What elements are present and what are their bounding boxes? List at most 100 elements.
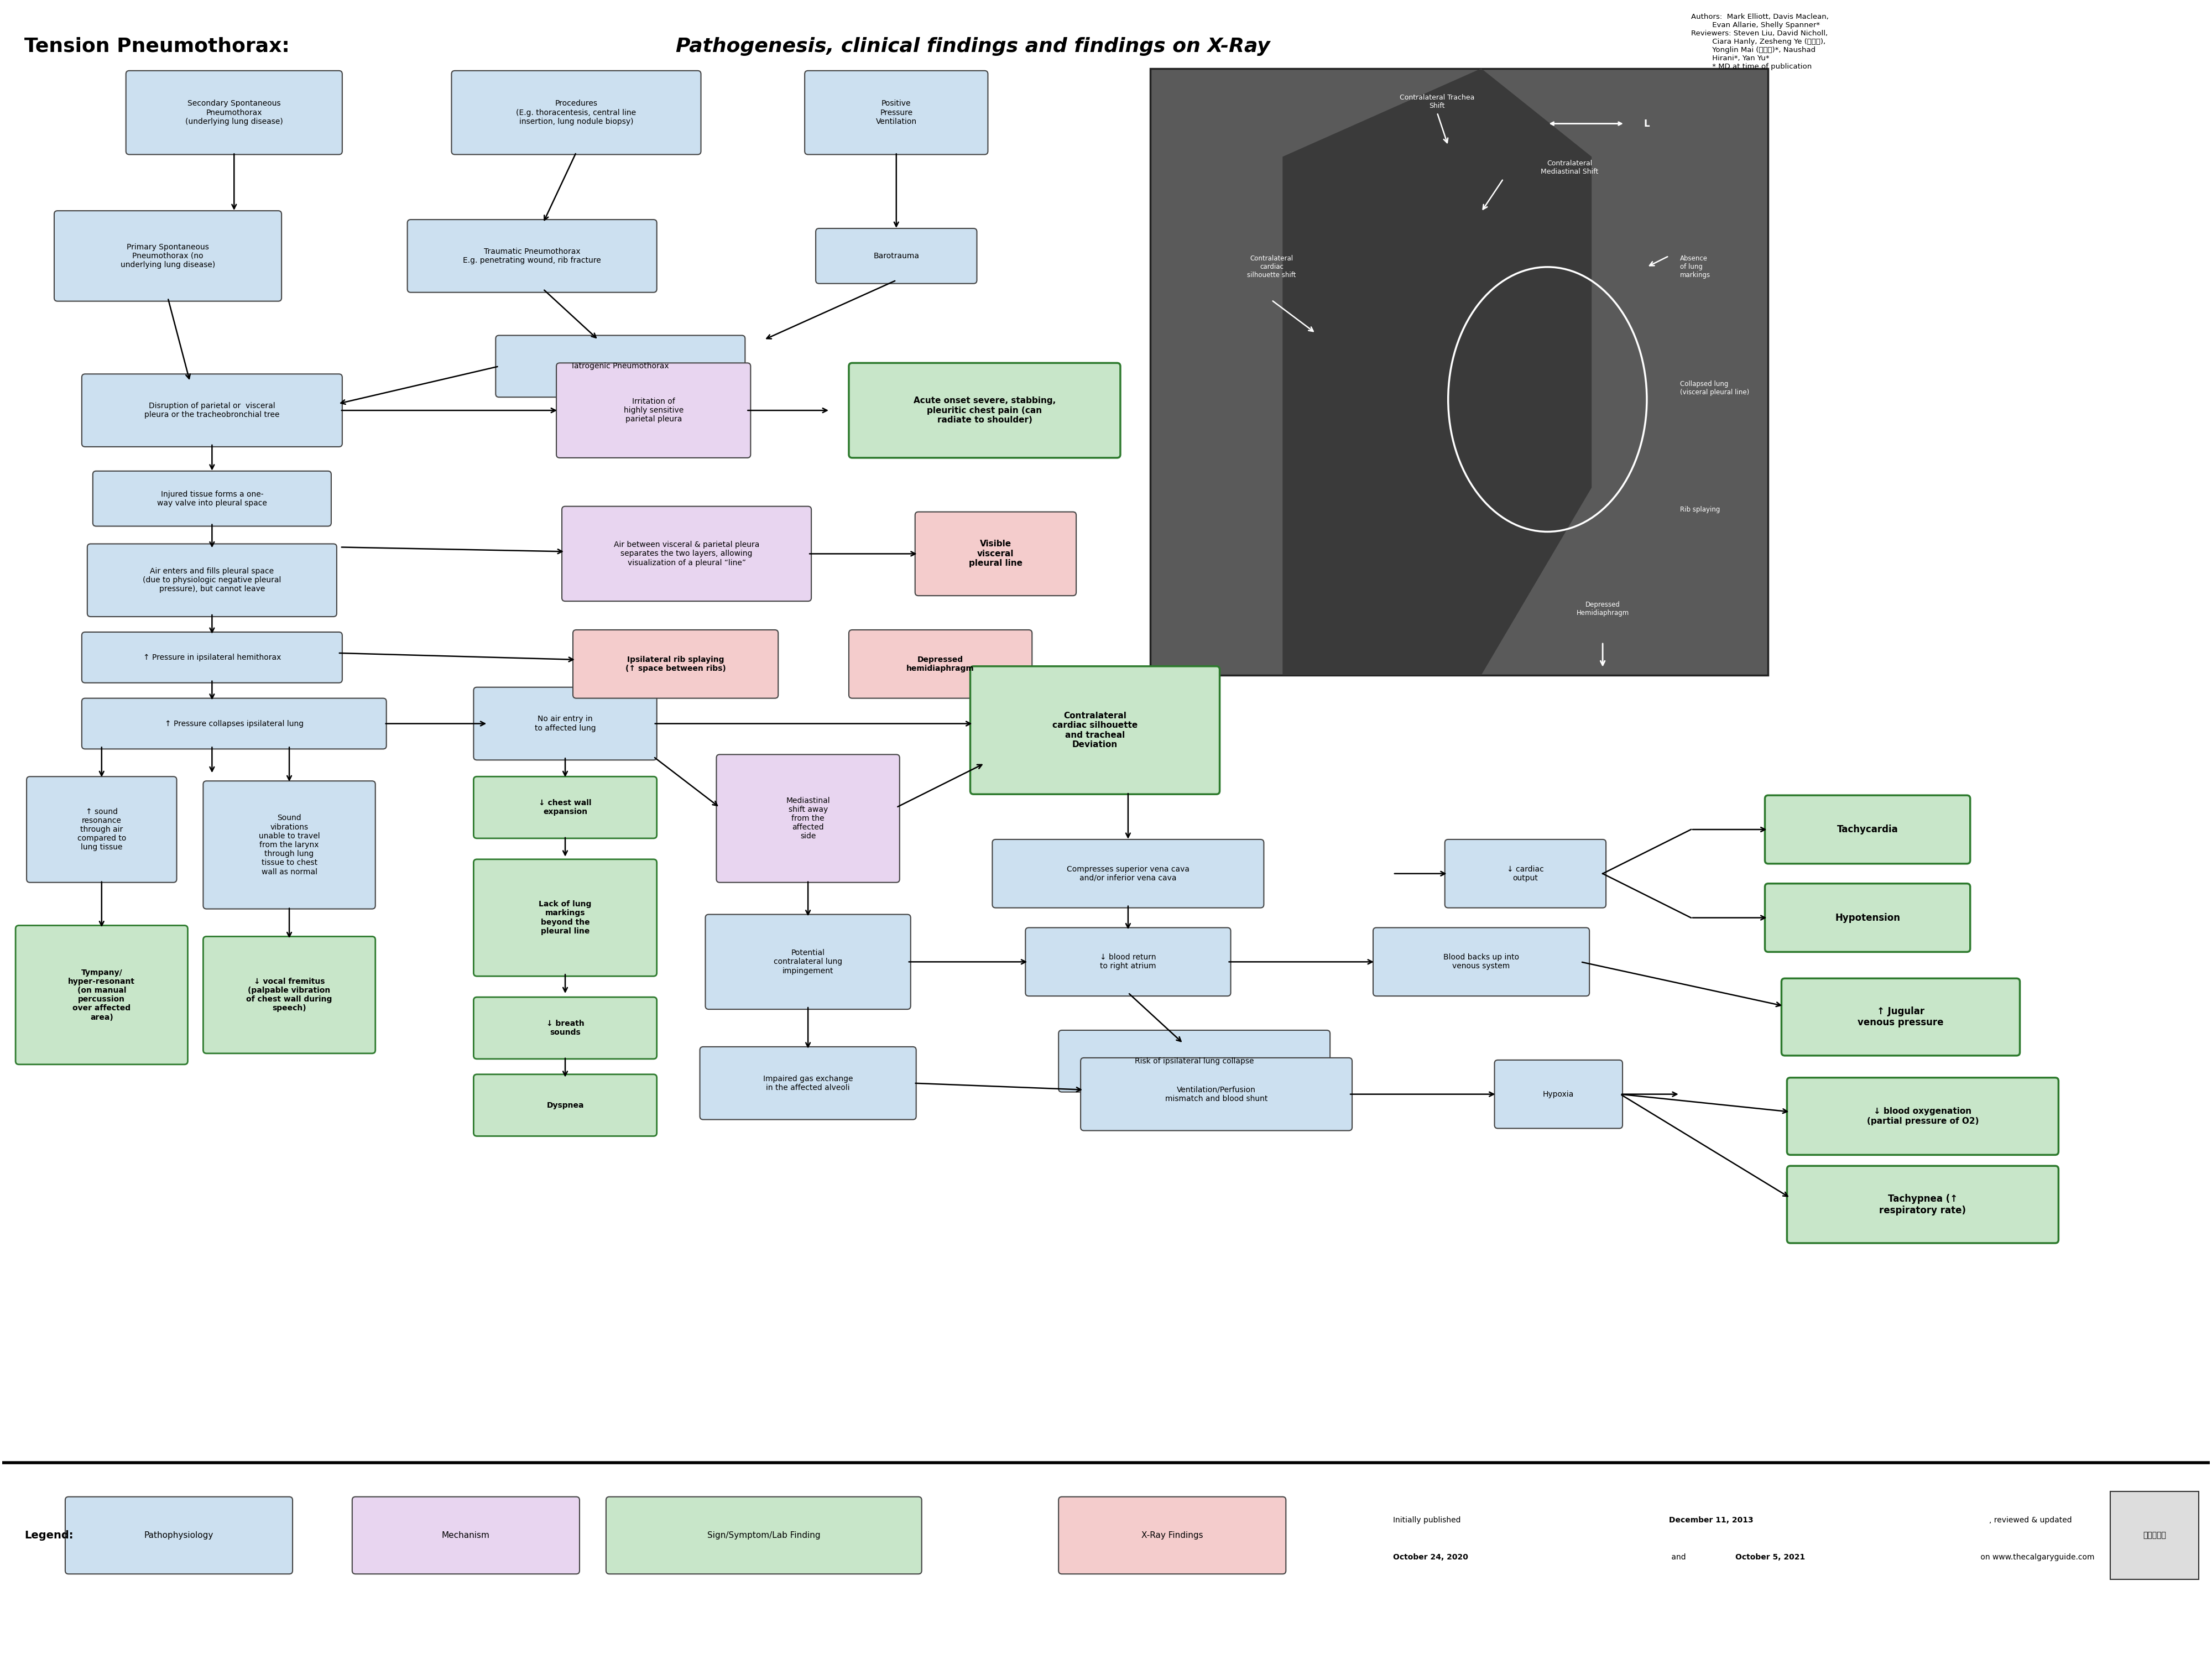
Text: Procedures
(E.g. thoracentesis, central line
insertion, lung nodule biopsy): Procedures (E.g. thoracentesis, central … <box>515 100 637 126</box>
Text: Contralateral
cardiac
silhouette shift: Contralateral cardiac silhouette shift <box>1248 255 1296 279</box>
Text: Absence
of lung
markings: Absence of lung markings <box>1679 255 1710 279</box>
Text: Sound
vibrations
unable to travel
from the larynx
through lung
tissue to chest
w: Sound vibrations unable to travel from t… <box>259 815 321 876</box>
Text: Ventilation/Perfusion
mismatch and blood shunt: Ventilation/Perfusion mismatch and blood… <box>1166 1087 1267 1103</box>
FancyBboxPatch shape <box>717 755 900 883</box>
FancyBboxPatch shape <box>1495 1060 1624 1128</box>
FancyBboxPatch shape <box>473 997 657 1058</box>
Text: Traumatic Pneumothorax
E.g. penetrating wound, rib fracture: Traumatic Pneumothorax E.g. penetrating … <box>462 247 602 264</box>
Text: Depressed
Hemidiaphragm: Depressed Hemidiaphragm <box>1577 601 1628 617</box>
Text: ↑ Pressure collapses ipsilateral lung: ↑ Pressure collapses ipsilateral lung <box>164 720 303 728</box>
Text: ↓ chest wall
expansion: ↓ chest wall expansion <box>540 800 591 816</box>
Text: Legend:: Legend: <box>24 1530 73 1541</box>
Text: ↓ blood return
to right atrium: ↓ blood return to right atrium <box>1099 954 1157 971</box>
FancyBboxPatch shape <box>1787 1078 2059 1155</box>
FancyBboxPatch shape <box>495 335 745 397</box>
Text: , reviewed & updated: , reviewed & updated <box>1989 1516 2075 1525</box>
FancyBboxPatch shape <box>573 630 779 698</box>
FancyBboxPatch shape <box>1150 68 1767 675</box>
Text: Visible
visceral
pleural line: Visible visceral pleural line <box>969 539 1022 567</box>
FancyBboxPatch shape <box>473 687 657 760</box>
Text: Tension Pneumothorax:: Tension Pneumothorax: <box>24 36 296 56</box>
Text: ⒸⓄⓃⓈⒶ: ⒸⓄⓃⓈⒶ <box>2143 1531 2166 1540</box>
Text: Authors:  Mark Elliott, Davis Maclean,
         Evan Allarie, Shelly Spanner*
Re: Authors: Mark Elliott, Davis Maclean, Ev… <box>1690 13 1829 70</box>
Text: Disruption of parietal or  visceral
pleura or the tracheobronchial tree: Disruption of parietal or visceral pleur… <box>144 401 279 418</box>
Text: Sign/Symptom/Lab Finding: Sign/Symptom/Lab Finding <box>708 1531 821 1540</box>
FancyBboxPatch shape <box>15 926 188 1065</box>
Text: ↑ Pressure in ipsilateral hemithorax: ↑ Pressure in ipsilateral hemithorax <box>144 654 281 662</box>
FancyBboxPatch shape <box>82 373 343 446</box>
FancyBboxPatch shape <box>1374 927 1590 995</box>
FancyBboxPatch shape <box>1444 839 1606 907</box>
Text: Depressed
hemidiaphragm: Depressed hemidiaphragm <box>907 655 973 672</box>
FancyBboxPatch shape <box>1026 927 1230 995</box>
Text: Impaired gas exchange
in the affected alveoli: Impaired gas exchange in the affected al… <box>763 1075 854 1092</box>
Text: Hypoxia: Hypoxia <box>1544 1090 1575 1098</box>
Text: Blood backs up into
venous system: Blood backs up into venous system <box>1444 954 1520 971</box>
FancyBboxPatch shape <box>816 229 978 284</box>
Text: Tympany/
hyper-resonant
(on manual
percussion
over affected
area): Tympany/ hyper-resonant (on manual percu… <box>69 969 135 1022</box>
Text: and: and <box>1668 1553 1688 1561</box>
FancyBboxPatch shape <box>27 776 177 883</box>
FancyBboxPatch shape <box>606 1496 922 1574</box>
Text: ↓ cardiac
output: ↓ cardiac output <box>1506 866 1544 883</box>
Text: Tachycardia: Tachycardia <box>1836 825 1898 834</box>
Text: Pathophysiology: Pathophysiology <box>144 1531 215 1540</box>
Text: Compresses superior vena cava
and/or inferior vena cava: Compresses superior vena cava and/or inf… <box>1066 866 1190 883</box>
FancyBboxPatch shape <box>64 1496 292 1574</box>
Text: December 11, 2013: December 11, 2013 <box>1668 1516 1754 1525</box>
Text: Injured tissue forms a one-
way valve into pleural space: Injured tissue forms a one- way valve in… <box>157 491 268 508</box>
FancyBboxPatch shape <box>2110 1491 2199 1579</box>
FancyBboxPatch shape <box>699 1047 916 1120</box>
Text: Lack of lung
markings
beyond the
pleural line: Lack of lung markings beyond the pleural… <box>540 901 591 936</box>
Text: Mechanism: Mechanism <box>442 1531 489 1540</box>
Text: Ipsilateral rib splaying
(↑ space between ribs): Ipsilateral rib splaying (↑ space betwee… <box>626 655 726 672</box>
Text: Air between visceral & parietal pleura
separates the two layers, allowing
visual: Air between visceral & parietal pleura s… <box>613 541 759 567</box>
FancyBboxPatch shape <box>82 632 343 684</box>
Text: ↓ blood oxygenation
(partial pressure of O2): ↓ blood oxygenation (partial pressure of… <box>1867 1107 1980 1125</box>
Text: Hypotension: Hypotension <box>1836 912 1900 922</box>
Text: ↓ vocal fremitus
(palpable vibration
of chest wall during
speech): ↓ vocal fremitus (palpable vibration of … <box>246 977 332 1012</box>
Text: Initially published: Initially published <box>1394 1516 1462 1525</box>
Text: October 24, 2020: October 24, 2020 <box>1394 1553 1469 1561</box>
Text: Contralateral
cardiac silhouette
and tracheal
Deviation: Contralateral cardiac silhouette and tra… <box>1053 712 1137 748</box>
FancyBboxPatch shape <box>971 667 1219 795</box>
FancyBboxPatch shape <box>1082 1058 1352 1130</box>
Text: L: L <box>1644 119 1650 129</box>
FancyBboxPatch shape <box>82 698 387 748</box>
FancyBboxPatch shape <box>204 781 376 909</box>
FancyBboxPatch shape <box>562 506 812 601</box>
Text: on www.thecalgaryguide.com: on www.thecalgaryguide.com <box>1978 1553 2095 1561</box>
FancyBboxPatch shape <box>473 1075 657 1136</box>
FancyBboxPatch shape <box>557 363 750 458</box>
FancyBboxPatch shape <box>204 936 376 1053</box>
FancyBboxPatch shape <box>407 219 657 292</box>
Text: Secondary Spontaneous
Pneumothorax
(underlying lung disease): Secondary Spontaneous Pneumothorax (unde… <box>186 100 283 126</box>
Text: Pathogenesis, clinical findings and findings on X-Ray: Pathogenesis, clinical findings and find… <box>675 36 1270 56</box>
Text: Tachypnea (↑
respiratory rate): Tachypnea (↑ respiratory rate) <box>1880 1194 1966 1216</box>
FancyBboxPatch shape <box>805 71 989 154</box>
Text: Air enters and fills pleural space
(due to physiologic negative pleural
pressure: Air enters and fills pleural space (due … <box>144 567 281 592</box>
FancyBboxPatch shape <box>53 211 281 302</box>
FancyBboxPatch shape <box>1765 884 1971 952</box>
FancyBboxPatch shape <box>1060 1496 1285 1574</box>
FancyBboxPatch shape <box>86 544 336 617</box>
Text: ↓ breath
sounds: ↓ breath sounds <box>546 1020 584 1037</box>
FancyBboxPatch shape <box>93 471 332 526</box>
Text: Rib splaying: Rib splaying <box>1679 506 1721 513</box>
Polygon shape <box>1283 68 1593 675</box>
FancyBboxPatch shape <box>1060 1030 1329 1092</box>
Text: No air entry in
to affected lung: No air entry in to affected lung <box>535 715 595 732</box>
FancyBboxPatch shape <box>352 1496 580 1574</box>
FancyBboxPatch shape <box>1787 1166 2059 1243</box>
Text: Primary Spontaneous
Pneumothorax (no
underlying lung disease): Primary Spontaneous Pneumothorax (no und… <box>119 244 215 269</box>
FancyBboxPatch shape <box>451 71 701 154</box>
FancyBboxPatch shape <box>473 859 657 975</box>
Text: October 5, 2021: October 5, 2021 <box>1734 1553 1805 1561</box>
Text: Dyspnea: Dyspnea <box>546 1102 584 1110</box>
FancyBboxPatch shape <box>473 776 657 838</box>
Text: X-Ray Findings: X-Ray Findings <box>1141 1531 1203 1540</box>
Text: ↑ sound
resonance
through air
compared to
lung tissue: ↑ sound resonance through air compared t… <box>77 808 126 851</box>
FancyBboxPatch shape <box>126 71 343 154</box>
Text: Acute onset severe, stabbing,
pleuritic chest pain (can
radiate to shoulder): Acute onset severe, stabbing, pleuritic … <box>914 397 1055 425</box>
Text: Potential
contralateral lung
impingement: Potential contralateral lung impingement <box>774 949 843 975</box>
